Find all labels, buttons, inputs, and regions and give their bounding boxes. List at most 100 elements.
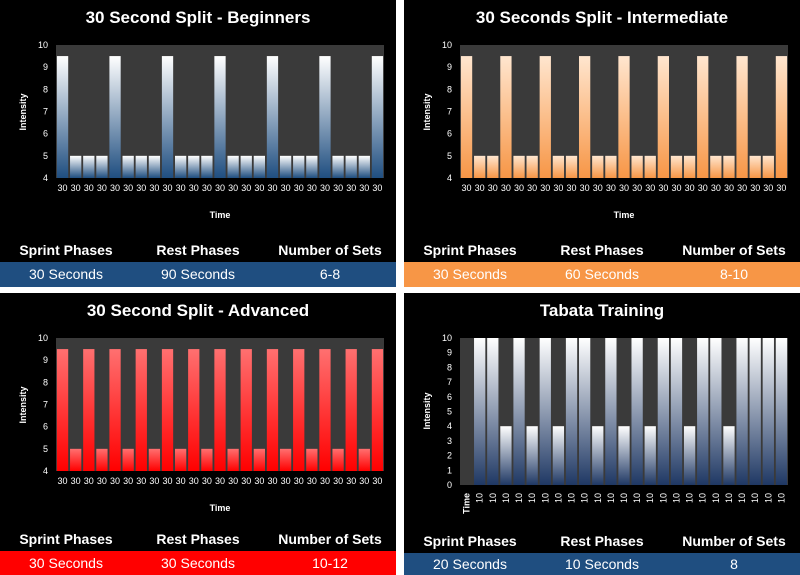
- bar: [266, 56, 279, 178]
- bar: [188, 155, 200, 178]
- y-axis-title: Intensity: [18, 93, 28, 130]
- value-rest-phases: 30 Seconds: [161, 555, 235, 571]
- x-tick-label: 30: [281, 183, 291, 193]
- y-tick-label: 5: [447, 151, 452, 161]
- info-row-beginners: 30 Seconds 90 Seconds 6-8: [0, 262, 396, 287]
- x-tick-label: 30: [333, 183, 343, 193]
- bar: [371, 349, 384, 471]
- y-tick-label: 6: [43, 422, 48, 432]
- bar: [605, 338, 617, 485]
- header-rest-phases: Rest Phases: [560, 533, 644, 549]
- bar: [70, 155, 82, 178]
- bar: [605, 155, 617, 178]
- bar: [474, 338, 486, 485]
- bar: [762, 338, 774, 485]
- bar: [188, 349, 200, 471]
- x-tick-label: 30: [372, 476, 382, 486]
- x-tick-label: 30: [750, 183, 760, 193]
- bar: [552, 426, 565, 485]
- bar: [723, 426, 735, 485]
- chart-title-advanced: 30 Second Split - Advanced: [86, 301, 310, 320]
- chart-title-beginners: 30 Second Split - Beginners: [85, 8, 311, 27]
- info-header-advanced: Sprint Phases Rest Phases Number of Sets: [0, 531, 396, 547]
- y-tick-label: 10: [442, 40, 452, 50]
- bar: [227, 448, 239, 471]
- bar: [214, 56, 226, 178]
- y-axis-title: Intensity: [422, 392, 432, 429]
- x-tick-label: 30: [333, 476, 343, 486]
- bar: [631, 155, 643, 178]
- y-tick-label: 7: [447, 107, 452, 117]
- bar: [358, 448, 370, 471]
- panel-tabata: Tabata Training 0 1 2 3 4 5 6 7 8 9 10 Intensity 10 1…: [404, 293, 800, 575]
- bar: [109, 56, 121, 178]
- y-tick-label: 0: [447, 480, 452, 490]
- x-tick-label: 10: [698, 493, 708, 503]
- x-tick-label: 10: [750, 493, 760, 503]
- bar: [201, 155, 213, 178]
- bar: [500, 56, 512, 178]
- x-tick-label: 10: [540, 493, 550, 503]
- y-tick-label: 9: [43, 355, 48, 365]
- bar: [749, 155, 761, 178]
- x-tick-label: 30: [307, 183, 317, 193]
- x-tick-label: 10: [658, 493, 668, 503]
- bar: [736, 338, 748, 485]
- x-tick-label: 10: [737, 493, 747, 503]
- x-tick-label: 30: [698, 183, 708, 193]
- bar: [161, 349, 174, 471]
- bar: [762, 155, 774, 178]
- bar: [683, 426, 696, 485]
- x-tick-label: 30: [606, 183, 616, 193]
- x-tick-label: 30: [71, 183, 81, 193]
- x-tick-label: 30: [553, 183, 563, 193]
- x-tick-label: 10: [593, 493, 603, 503]
- y-tick-label: 10: [38, 333, 48, 343]
- y-tick-label: 10: [442, 333, 452, 343]
- x-tick-label: 30: [737, 183, 747, 193]
- x-tick-label: 30: [110, 476, 120, 486]
- bar: [670, 155, 683, 178]
- x-tick-label: 30: [462, 183, 472, 193]
- header-number-of-sets: Number of Sets: [682, 242, 786, 258]
- value-rest-phases: 60 Seconds: [565, 266, 639, 282]
- x-tick-label: 10: [619, 493, 629, 503]
- bar: [148, 448, 161, 471]
- bar: [487, 338, 499, 485]
- chart-title-tabata: Tabata Training: [539, 301, 665, 320]
- bar: [253, 448, 265, 471]
- y-tick-label: 5: [43, 151, 48, 161]
- value-number-of-sets: 8-10: [719, 266, 749, 282]
- panel-beginners: 30 Second Split - Beginners 4 5 6 7 8 9 10 Inte…: [0, 0, 396, 287]
- bar: [460, 56, 473, 178]
- bar: [710, 155, 722, 178]
- bar: [500, 426, 512, 485]
- y-tick-label: 8: [447, 84, 452, 94]
- bar: [279, 155, 292, 178]
- bar: [332, 448, 344, 471]
- x-tick-label: 30: [136, 476, 146, 486]
- bar: [56, 349, 69, 471]
- info-header-tabata: Sprint Phases Rest Phases Number of Sets: [404, 533, 800, 549]
- x-tick-label: 30: [123, 183, 133, 193]
- bar: [175, 155, 187, 178]
- x-axis-title: Time: [210, 503, 231, 513]
- bar: [240, 155, 252, 178]
- bar: [345, 155, 357, 178]
- bar: [618, 56, 630, 178]
- x-tick-label: 30: [163, 476, 173, 486]
- bar: [775, 56, 788, 178]
- y-tick-label: 4: [43, 173, 48, 183]
- bar: [579, 56, 591, 178]
- x-tick-label: 30: [671, 183, 681, 193]
- x-tick-label: 30: [307, 476, 317, 486]
- y-tick-label: 1: [447, 465, 452, 475]
- bar: [122, 448, 134, 471]
- x-tick-label: 30: [632, 183, 642, 193]
- y-tick-label: 7: [43, 400, 48, 410]
- info-row-tabata: 20 Seconds 10 Seconds 8: [404, 553, 800, 575]
- x-tick-label: 30: [281, 476, 291, 486]
- x-tick-label: 30: [294, 183, 304, 193]
- x-tick-label: 30: [163, 183, 173, 193]
